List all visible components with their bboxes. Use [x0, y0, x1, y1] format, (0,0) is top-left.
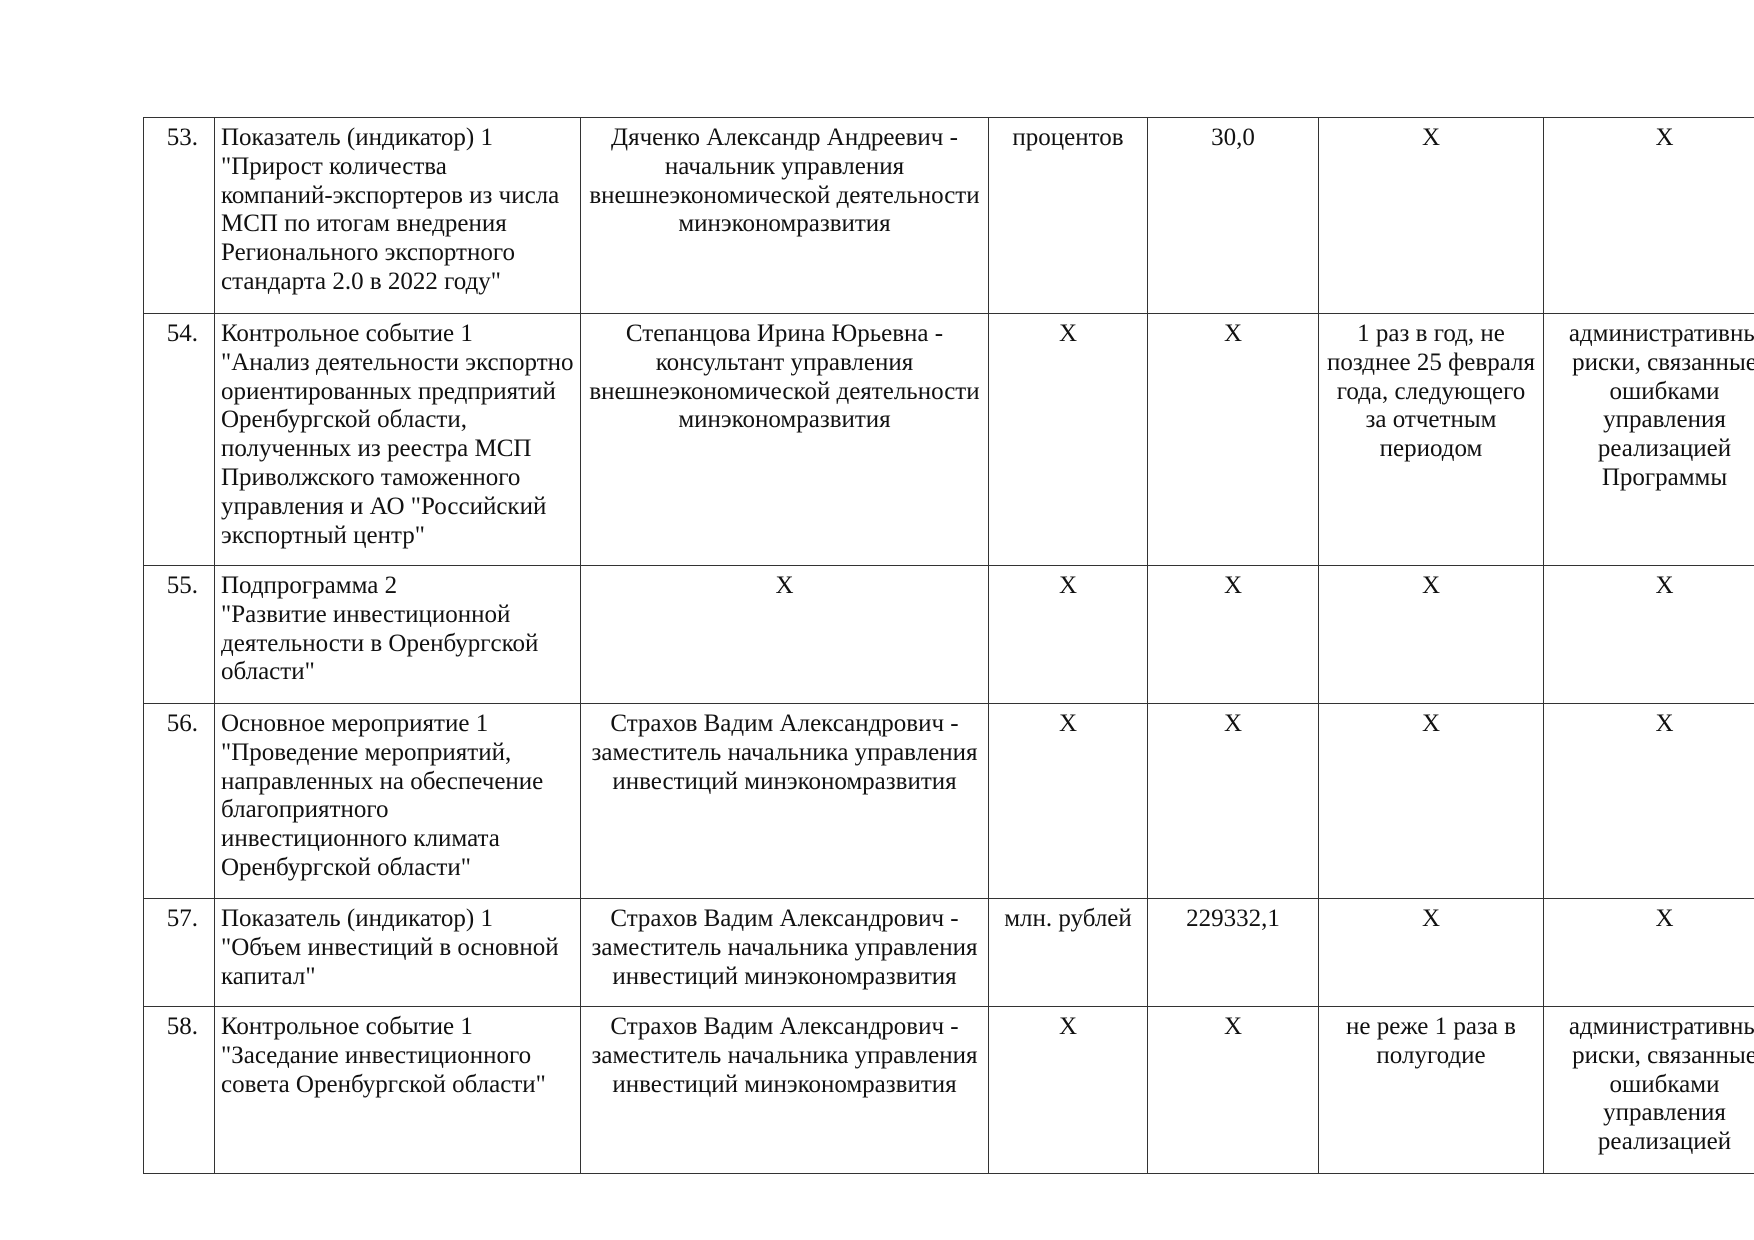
deadline: X: [1318, 898, 1544, 1007]
risks: X: [1543, 565, 1754, 704]
responsible-person: Дяченко Александр Андреевич - начальник …: [580, 117, 989, 314]
row-number: 57.: [143, 898, 215, 1007]
target-value: X: [1147, 565, 1319, 704]
target-value: 229332,1: [1147, 898, 1319, 1007]
deadline: 1 раз в год, не позднее 25 февраля года,…: [1318, 313, 1544, 566]
row-number: 54.: [143, 313, 215, 566]
row-number: 58.: [143, 1006, 215, 1174]
responsible-person: X: [580, 565, 989, 704]
responsible-person: Степанцова Ирина Юрьевна - консультант у…: [580, 313, 989, 566]
item-name: Показатель (индикатор) 1 "Объем инвестиц…: [214, 898, 581, 1007]
risks: X: [1543, 703, 1754, 899]
target-value: 30,0: [1147, 117, 1319, 314]
item-name: Контрольное событие 1 "Анализ деятельнос…: [214, 313, 581, 566]
risks: X: [1543, 898, 1754, 1007]
risks: X: [1543, 117, 1754, 314]
responsible-person: Страхов Вадим Александрович - заместител…: [580, 703, 989, 899]
program-table: 53. Показатель (индикатор) 1 "Прирост ко…: [143, 117, 1754, 1174]
table-row: 55. Подпрограмма 2 "Развитие инвестицион…: [143, 565, 1754, 704]
table-row: 54. Контрольное событие 1 "Анализ деятел…: [143, 313, 1754, 566]
responsible-person: Страхов Вадим Александрович - заместител…: [580, 1006, 989, 1174]
unit: X: [988, 565, 1148, 704]
risks: административны риски, связанные ошибкам…: [1543, 313, 1754, 566]
target-value: X: [1147, 1006, 1319, 1174]
deadline: X: [1318, 117, 1544, 314]
target-value: X: [1147, 703, 1319, 899]
table-row: 57. Показатель (индикатор) 1 "Объем инве…: [143, 898, 1754, 1007]
table-row: 56. Основное мероприятие 1 "Проведение м…: [143, 703, 1754, 899]
deadline: X: [1318, 565, 1544, 704]
unit: X: [988, 703, 1148, 899]
target-value: X: [1147, 313, 1319, 566]
unit: млн. рублей: [988, 898, 1148, 1007]
row-number: 56.: [143, 703, 215, 899]
unit: процентов: [988, 117, 1148, 314]
deadline: не реже 1 раза в полугодие: [1318, 1006, 1544, 1174]
deadline: X: [1318, 703, 1544, 899]
item-name: Контрольное событие 1 "Заседание инвести…: [214, 1006, 581, 1174]
unit: X: [988, 1006, 1148, 1174]
table-row: 53. Показатель (индикатор) 1 "Прирост ко…: [143, 117, 1754, 314]
risks: административны риски, связанные ошибкам…: [1543, 1006, 1754, 1174]
item-name: Подпрограмма 2 "Развитие инвестиционной …: [214, 565, 581, 704]
row-number: 53.: [143, 117, 215, 314]
item-name: Показатель (индикатор) 1 "Прирост количе…: [214, 117, 581, 314]
responsible-person: Страхов Вадим Александрович - заместител…: [580, 898, 989, 1007]
table-row: 58. Контрольное событие 1 "Заседание инв…: [143, 1006, 1754, 1174]
row-number: 55.: [143, 565, 215, 704]
item-name: Основное мероприятие 1 "Проведение мероп…: [214, 703, 581, 899]
unit: X: [988, 313, 1148, 566]
